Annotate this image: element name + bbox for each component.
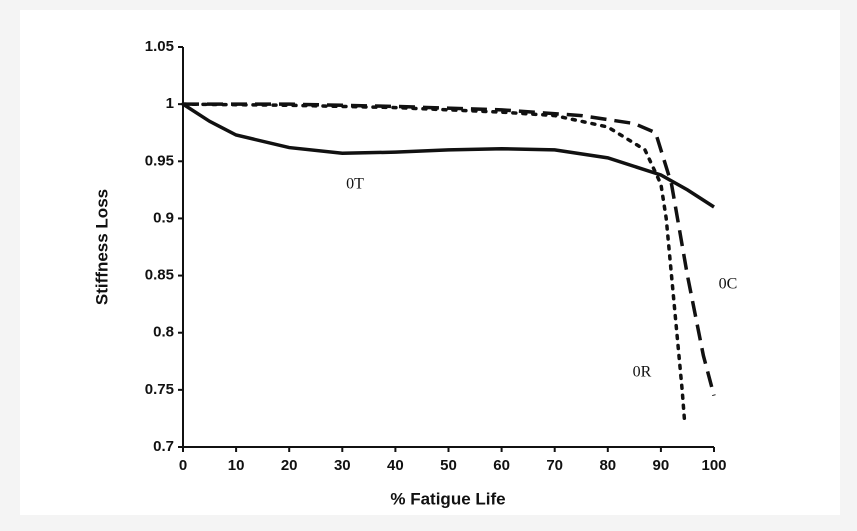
x-tick-label: 90: [653, 457, 670, 474]
x-tick-label: 30: [334, 457, 351, 474]
y-axis-title: Stiffness Loss: [92, 189, 111, 305]
x-tick-label: 40: [387, 457, 404, 474]
y-tick-label: 0.9: [153, 209, 174, 226]
x-tick-label: 0: [179, 457, 187, 474]
series-label: 0T: [346, 176, 364, 193]
series-line: [183, 102, 716, 397]
y-tick-label: 0.85: [145, 267, 174, 284]
x-tick-label: 50: [440, 457, 457, 474]
x-axis-title: % Fatigue Life: [390, 489, 505, 508]
chart-panel: [20, 10, 840, 515]
series-line: [181, 102, 687, 426]
series-line: [182, 102, 715, 209]
y-tick-label: 0.7: [153, 438, 174, 455]
series-label: 0C: [719, 276, 738, 293]
x-tick-label: 100: [701, 457, 726, 474]
x-tick-label: 60: [493, 457, 510, 474]
y-tick-label: 0.75: [145, 381, 174, 398]
x-tick-label: 80: [599, 457, 616, 474]
x-tick-label: 10: [228, 457, 245, 474]
y-tick-label: 0.95: [145, 152, 174, 169]
y-tick-label: 1: [166, 95, 174, 112]
y-tick-label: 0.8: [153, 324, 174, 341]
x-tick-label: 20: [281, 457, 298, 474]
x-tick-label: 70: [546, 457, 563, 474]
series-label: 0R: [633, 364, 652, 381]
y-tick-label: 1.05: [145, 38, 174, 55]
